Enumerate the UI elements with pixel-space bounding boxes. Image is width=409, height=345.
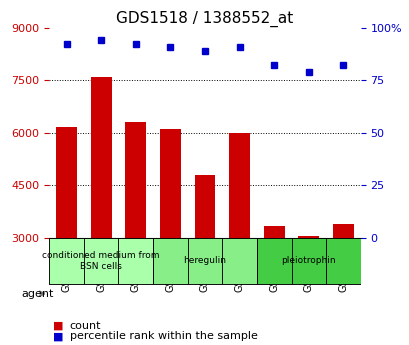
Text: GDS1518 / 1388552_at: GDS1518 / 1388552_at (116, 10, 293, 27)
FancyBboxPatch shape (153, 238, 256, 284)
Text: ■: ■ (53, 332, 64, 341)
Bar (298, 236, 319, 238)
Bar (56, 128, 77, 238)
Text: count: count (70, 321, 101, 331)
Text: conditioned medium from
BSN cells: conditioned medium from BSN cells (42, 251, 160, 270)
FancyBboxPatch shape (256, 238, 360, 284)
Text: percentile rank within the sample: percentile rank within the sample (70, 332, 257, 341)
Bar (90, 77, 111, 238)
Text: ■: ■ (53, 321, 64, 331)
Bar (125, 122, 146, 238)
Bar (160, 129, 180, 238)
Bar (194, 175, 215, 238)
Text: heregulin: heregulin (183, 256, 226, 265)
Bar (332, 224, 353, 238)
Text: pleiotrophin: pleiotrophin (281, 256, 335, 265)
Bar (229, 133, 249, 238)
Text: agent: agent (21, 289, 54, 299)
FancyBboxPatch shape (49, 238, 153, 284)
Bar (263, 226, 284, 238)
